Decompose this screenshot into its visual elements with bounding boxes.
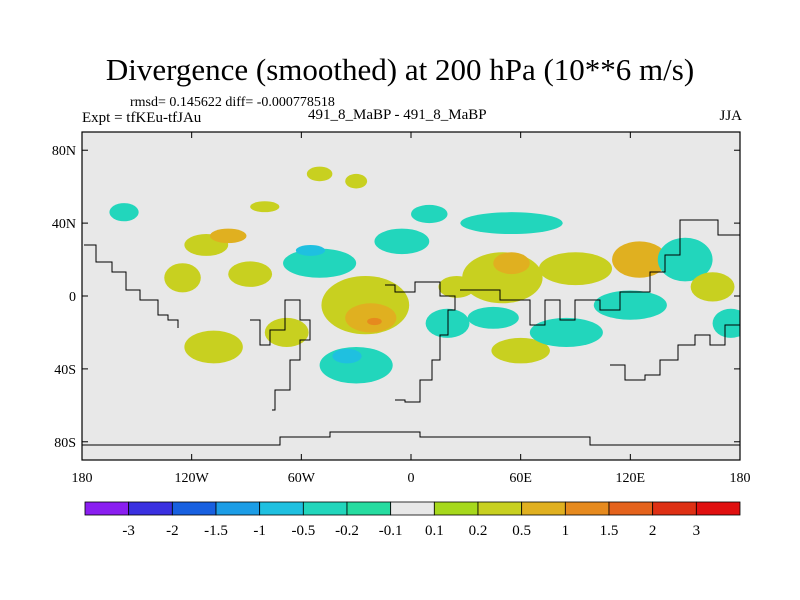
field-blob-6 <box>184 330 243 364</box>
coastline-south-america <box>250 299 311 411</box>
colorbar-label-9: 0.5 <box>512 523 531 539</box>
stats-line: rmsd= 0.145622 diff= -0.000778518 <box>130 95 335 110</box>
field-blob-22 <box>493 252 530 275</box>
x-tick-label-1: 120W <box>175 471 210 486</box>
x-tick-label-2: 60W <box>288 471 316 486</box>
y-tick-label-2: 0 <box>69 290 76 305</box>
field-blob-10 <box>295 244 326 256</box>
field-blob-18 <box>411 204 448 224</box>
field-blob-9 <box>283 248 357 278</box>
field-blob-25 <box>491 337 550 364</box>
field-blob-31 <box>690 272 735 302</box>
colorbar-box-9 <box>477 501 523 516</box>
field-blob-1 <box>164 263 201 293</box>
colorbar-label-5: -0.2 <box>335 523 359 539</box>
x-tick-label-4: 60E <box>509 471 532 486</box>
coastline-eurasia <box>460 219 740 326</box>
field-blob-28 <box>593 290 667 320</box>
colorbar-label-4: -0.5 <box>291 523 315 539</box>
colorbar-box-8 <box>433 501 479 516</box>
x-tick-label-0: 180 <box>72 471 93 486</box>
y-tick-label-1: 40N <box>52 217 76 232</box>
colorbar-box-13 <box>652 501 697 516</box>
field-blob-11 <box>345 173 368 189</box>
x-tick-label-5: 120E <box>616 471 646 486</box>
field-blob-4 <box>250 201 280 213</box>
field-blob-30 <box>657 237 713 282</box>
field-blob-0 <box>109 203 139 222</box>
x-tick-label-6: 180 <box>730 471 751 486</box>
field-blob-32 <box>712 308 740 338</box>
coastlines <box>82 219 740 446</box>
colorbar-box-7 <box>390 501 435 516</box>
coastline-australia <box>610 324 740 381</box>
colorbar-label-11: 1.5 <box>600 523 619 539</box>
field-blob-3 <box>209 228 247 244</box>
colorbar-label-12: 2 <box>649 523 657 539</box>
coastline-antarctica <box>82 431 740 446</box>
colorbar-label-1: -2 <box>166 523 179 539</box>
axis-ticks: 180 120W 60W 0 60E 120E 180 80N 40N 0 40S 80S <box>52 132 751 486</box>
field-blob-24 <box>467 306 519 329</box>
field-blob-23 <box>460 212 563 235</box>
colorbar-box-3 <box>215 501 261 516</box>
colorbar-label-10: 1 <box>562 523 570 539</box>
colorbar-box-1 <box>128 501 173 516</box>
field-blob-17 <box>374 228 430 255</box>
field-blob-29 <box>612 241 667 278</box>
colorbar-box-4 <box>259 501 304 516</box>
field-blob-13 <box>345 303 397 333</box>
colorbar-box-14 <box>695 501 741 516</box>
chart-title: Divergence (smoothed) at 200 hPa (10**6 … <box>105 52 695 87</box>
field-blob-8 <box>306 166 333 182</box>
coastline-north-america <box>84 244 179 328</box>
field-blob-27 <box>529 317 603 348</box>
colorbar-label-2: -1.5 <box>204 523 228 539</box>
coastline-africa <box>385 281 456 403</box>
y-tick-label-4: 80S <box>54 436 76 451</box>
season-label: JJA <box>719 108 742 124</box>
colorbar-box-10 <box>521 501 566 516</box>
colorbar-box-11 <box>564 501 610 516</box>
colorbar-labels: -3 -2 -1.5 -1 -0.5 -0.2 -0.1 0.1 0.2 0.5 1 1.5 2 3 <box>122 523 700 539</box>
x-tick-label-3: 0 <box>408 471 415 486</box>
y-tick-label-0: 80N <box>52 144 76 159</box>
y-tick-label-3: 40S <box>54 363 76 378</box>
field-blob-7 <box>264 317 309 348</box>
colorbar-label-7: 0.1 <box>425 523 444 539</box>
runs-label: 491_8_MaBP - 491_8_MaBP <box>308 107 487 123</box>
colorbar-label-0: -3 <box>122 523 135 539</box>
colorbar-boxes <box>84 501 741 516</box>
colorbar-label-3: -1 <box>253 523 266 539</box>
experiment-label: Expt = tfKEu-tfJAu <box>82 110 202 126</box>
field-blob-5 <box>228 261 273 287</box>
colorbar-box-6 <box>346 501 392 516</box>
field-blob-26 <box>538 252 613 286</box>
field-blob-16 <box>332 348 362 364</box>
colorbar-label-13: 3 <box>693 523 701 539</box>
colorbar-label-6: -0.1 <box>379 523 403 539</box>
field-blob-14 <box>367 317 382 326</box>
colorbar-box-5 <box>302 501 348 516</box>
divergence-field <box>109 166 740 384</box>
colorbar-box-0 <box>84 501 130 516</box>
colorbar-box-12 <box>608 501 654 516</box>
colorbar-label-8: 0.2 <box>469 523 488 539</box>
colorbar-box-2 <box>171 501 217 516</box>
